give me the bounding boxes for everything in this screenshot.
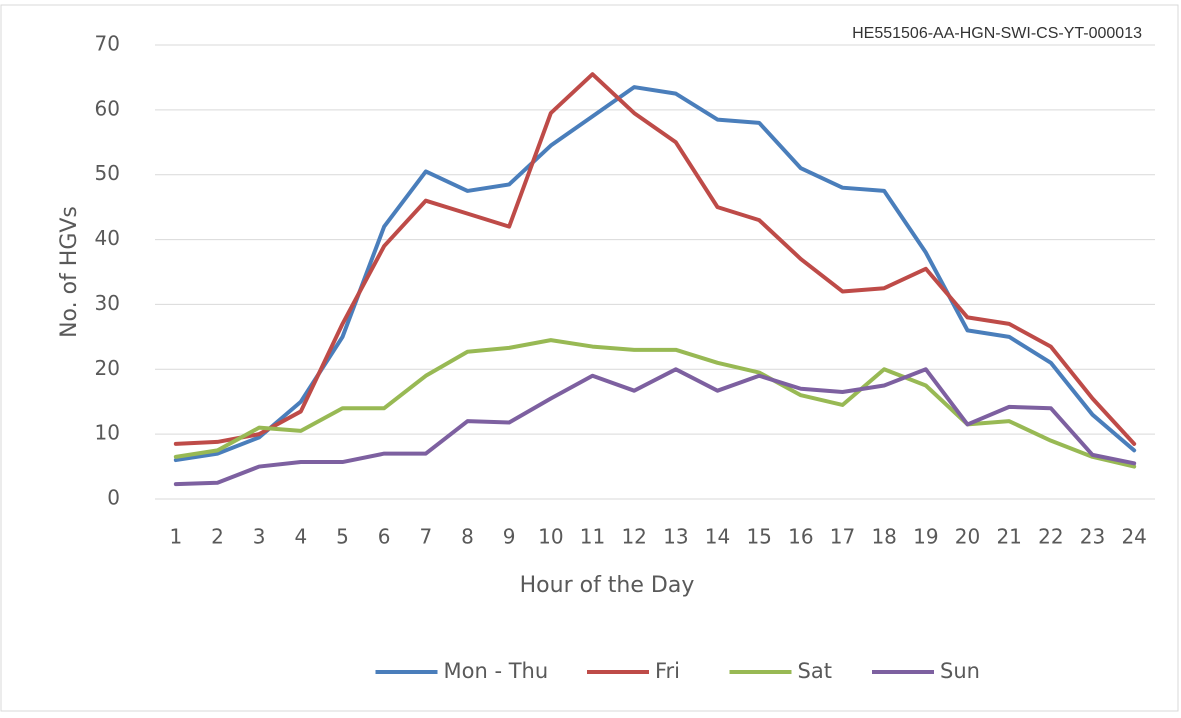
x-tick-label: 14: [705, 525, 730, 549]
x-tick-label: 5: [336, 525, 349, 549]
y-tick-label: 30: [95, 291, 120, 315]
x-tick-label: 24: [1121, 525, 1146, 549]
x-tick-label: 18: [871, 525, 896, 549]
series-line: [173, 72, 1137, 446]
x-tick-label: 4: [294, 525, 307, 549]
y-tick-label: 10: [95, 421, 120, 445]
y-tick-label: 50: [95, 161, 120, 185]
x-tick-label: 3: [253, 525, 266, 549]
x-tick-label: 10: [538, 525, 563, 549]
y-tick-label: 70: [95, 32, 120, 56]
x-tick-label: 23: [1080, 525, 1105, 549]
x-tick-label: 13: [663, 525, 688, 549]
x-tick-label: 12: [621, 525, 646, 549]
y-tick-label: 60: [95, 96, 120, 120]
legend-label: Sun: [940, 659, 980, 683]
chart-frame: [0, 4, 1179, 712]
y-tick-label: 40: [95, 226, 120, 250]
x-tick-label: 8: [461, 525, 474, 549]
legend-label: Mon - Thu: [444, 659, 549, 683]
series-line: [173, 85, 1137, 463]
x-tick-label: 20: [955, 525, 980, 549]
x-tick-label: 22: [1038, 525, 1063, 549]
annotation: HE551506-AA-HGN-SWI-CS-YT-000013: [852, 25, 1142, 42]
x-tick-label: 19: [913, 525, 938, 549]
x-tick-label: 2: [211, 525, 224, 549]
x-axis-label: Hour of the Day: [520, 573, 695, 598]
x-tick-label: 17: [830, 525, 855, 549]
x-tick-label: 7: [419, 525, 432, 549]
y-axis-label: No. of HGVs: [57, 206, 82, 338]
x-tick-label: 16: [788, 525, 813, 549]
y-tick-label: 0: [107, 486, 120, 510]
series-line: [173, 367, 1137, 487]
y-tick-label: 20: [95, 356, 120, 380]
series-line: [173, 338, 1137, 469]
legend-label: Sat: [798, 659, 832, 683]
x-tick-label: 21: [996, 525, 1021, 549]
x-tick-label: 15: [746, 525, 771, 549]
legend-label: Fri: [655, 659, 680, 683]
x-tick-label: 1: [169, 525, 182, 549]
x-tick-label: 9: [503, 525, 516, 549]
x-tick-label: 11: [580, 525, 605, 549]
x-tick-label: 6: [378, 525, 391, 549]
